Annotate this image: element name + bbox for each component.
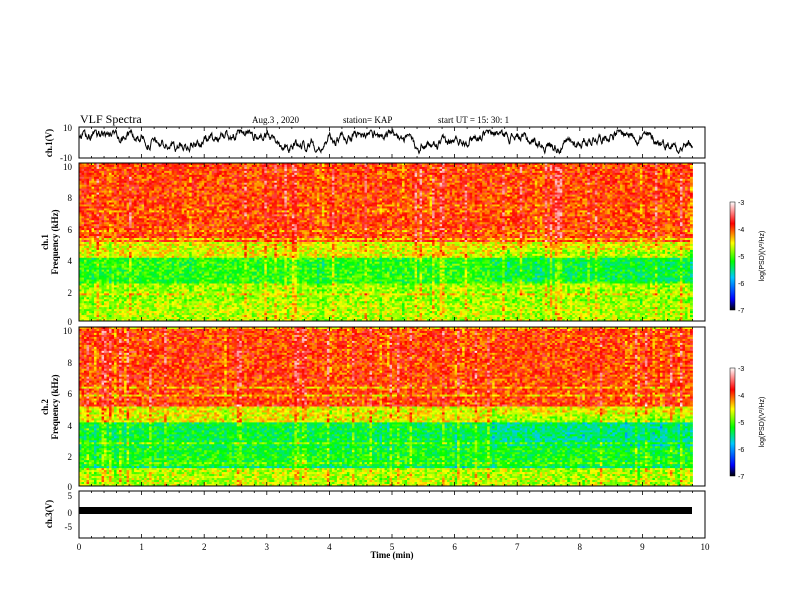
start-time-label: start UT = 15: 30: 1 <box>438 115 509 125</box>
ch1-spectrogram-image <box>79 163 693 321</box>
ch1-wave-ylabel: ch.1(V) <box>44 129 54 157</box>
figure-title: VLF Spectra <box>80 112 142 126</box>
date-label: Aug.3 , 2020 <box>252 115 299 125</box>
ch1-waveform-panel: 10 -10 ch.1(V) <box>44 123 705 163</box>
station-label: station= KAP <box>343 115 392 125</box>
ch1-spectrogram-panel: 10 8 6 4 2 0 ch.1 Frequency (kHz) <box>40 162 705 327</box>
vlf-figure: VLF Spectra Aug.3 , 2020 station= KAP st… <box>0 0 792 612</box>
ch1-ytick-top: 10 <box>63 123 73 133</box>
ch1-waveform-line <box>79 130 693 153</box>
